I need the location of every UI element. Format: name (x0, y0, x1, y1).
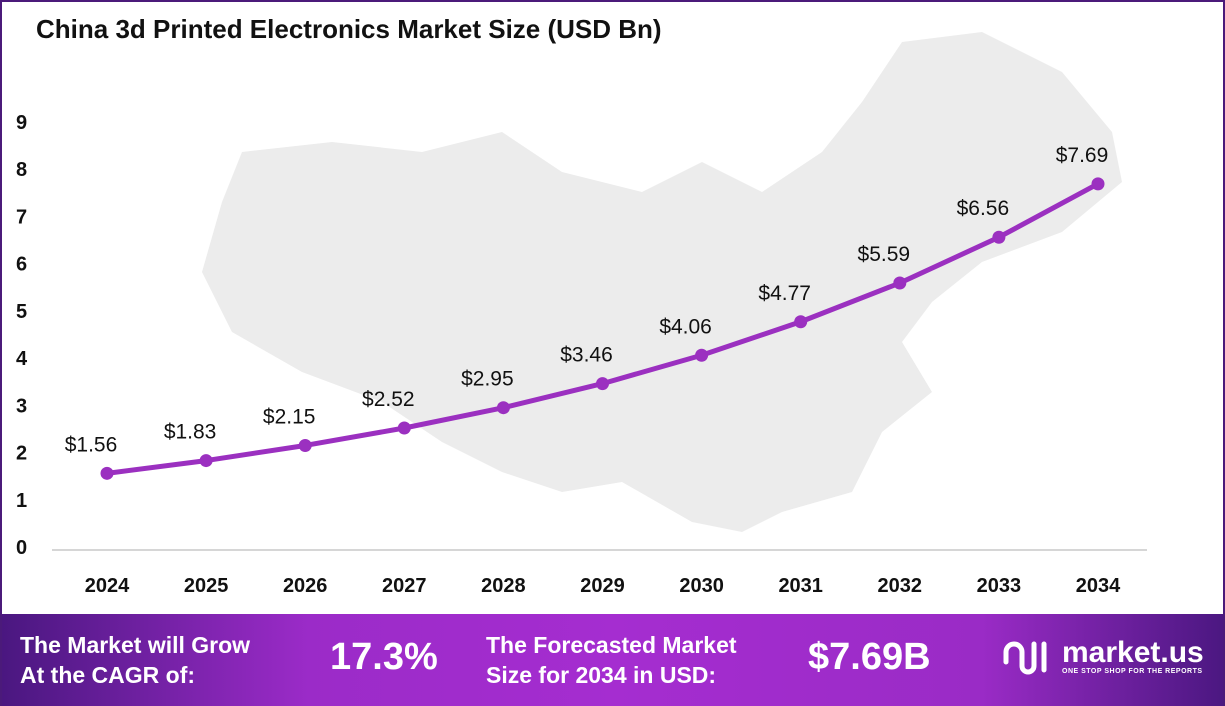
x-tick-label: 2025 (184, 575, 229, 597)
x-tick-label: 2024 (85, 575, 130, 597)
line-chart: 0 1 2 3 4 5 6 7 8 9 2024 2025 2026 2027 2028 2029 2030 2… (16, 112, 1147, 597)
y-tick-label: 8 (16, 159, 27, 181)
x-tick-label: 2030 (679, 575, 724, 597)
forecast-label: The Forecasted Market Size for 2034 in U… (486, 630, 737, 690)
china-map-background (202, 32, 1122, 532)
x-tick-label: 2032 (878, 575, 923, 597)
forecast-label-line1: The Forecasted Market (486, 632, 737, 658)
data-label: $7.69 (1056, 144, 1109, 167)
data-point (893, 276, 907, 290)
cagr-label-line2: At the CAGR of: (20, 662, 196, 688)
x-tick-label: 2026 (283, 575, 328, 597)
chart-title: China 3d Printed Electronics Market Size… (36, 14, 662, 44)
y-tick-label: 9 (16, 112, 27, 134)
y-tick-label: 4 (16, 348, 28, 370)
market-us-logo: market.us ONE STOP SHOP FOR THE REPORTS (1000, 636, 1204, 676)
y-tick-label: 2 (16, 443, 27, 465)
y-tick-label: 6 (16, 254, 27, 276)
data-label: $2.52 (362, 388, 415, 411)
logo-tagline: ONE STOP SHOP FOR THE REPORTS (1062, 667, 1203, 675)
data-label: $2.15 (263, 405, 316, 428)
cagr-label-line1: The Market will Grow (20, 632, 251, 658)
forecast-value: $7.69B (808, 636, 931, 678)
y-tick-label: 0 (16, 537, 27, 559)
data-point (496, 401, 510, 415)
series-line (106, 181, 1100, 476)
y-tick-label: 7 (16, 206, 27, 228)
cagr-value: 17.3% (330, 636, 438, 678)
cagr-label: The Market will Grow At the CAGR of: (20, 630, 250, 690)
data-label: $6.56 (957, 197, 1010, 220)
x-tick-label: 2031 (778, 575, 823, 597)
y-tick-label: 1 (16, 490, 27, 512)
y-tick-label: 5 (16, 301, 27, 323)
x-tick-label: 2034 (1076, 575, 1121, 597)
data-label: $1.56 (65, 433, 118, 456)
data-point (298, 438, 312, 452)
x-tick-label: 2027 (382, 575, 427, 597)
x-tick-label: 2029 (580, 575, 625, 597)
data-label: $5.59 (858, 243, 911, 266)
forecast-label-line2: Size for 2034 in USD: (486, 662, 717, 688)
data-label: $3.46 (560, 344, 613, 367)
data-label: $2.95 (461, 368, 514, 391)
data-point (992, 230, 1006, 244)
data-label: $4.06 (659, 315, 712, 338)
data-point (596, 377, 609, 391)
y-tick-label: 3 (16, 395, 27, 417)
logo-icon (1003, 641, 1047, 675)
data-label: $1.83 (164, 421, 217, 444)
data-label: $4.77 (758, 282, 811, 305)
x-tick-label: 2028 (481, 575, 526, 597)
data-point (695, 348, 709, 362)
data-point (397, 421, 411, 435)
data-point (100, 466, 114, 480)
logo-text: market.us (1062, 635, 1204, 669)
data-point (1091, 177, 1105, 191)
data-point (794, 315, 808, 329)
data-point (199, 454, 213, 468)
footer-banner: The Market will Grow At the CAGR of: 17.… (2, 614, 1223, 706)
x-tick-label: 2033 (977, 575, 1022, 597)
